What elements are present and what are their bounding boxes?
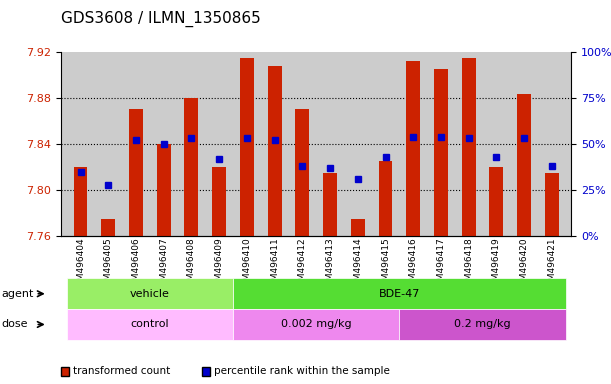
- Text: GDS3608 / ILMN_1350865: GDS3608 / ILMN_1350865: [61, 11, 261, 27]
- Text: 0.2 mg/kg: 0.2 mg/kg: [454, 319, 511, 329]
- Bar: [489, 167, 503, 236]
- Bar: [73, 167, 87, 236]
- Text: percentile rank within the sample: percentile rank within the sample: [214, 366, 390, 376]
- Bar: [545, 173, 559, 236]
- Bar: [406, 61, 420, 236]
- Bar: [518, 94, 531, 236]
- Text: BDE-47: BDE-47: [379, 289, 420, 299]
- Bar: [434, 69, 448, 236]
- Bar: [379, 161, 392, 236]
- Text: 0.002 mg/kg: 0.002 mg/kg: [281, 319, 351, 329]
- Bar: [295, 109, 309, 236]
- Text: control: control: [131, 319, 169, 329]
- Bar: [323, 173, 337, 236]
- Bar: [268, 66, 282, 236]
- Bar: [240, 58, 254, 236]
- Bar: [157, 144, 170, 236]
- Text: transformed count: transformed count: [73, 366, 170, 376]
- Bar: [462, 58, 475, 236]
- Bar: [101, 219, 115, 236]
- Bar: [129, 109, 143, 236]
- Text: agent: agent: [2, 289, 34, 299]
- Bar: [185, 98, 199, 236]
- Text: dose: dose: [2, 319, 28, 329]
- Bar: [351, 219, 365, 236]
- Text: vehicle: vehicle: [130, 289, 170, 299]
- Bar: [212, 167, 226, 236]
